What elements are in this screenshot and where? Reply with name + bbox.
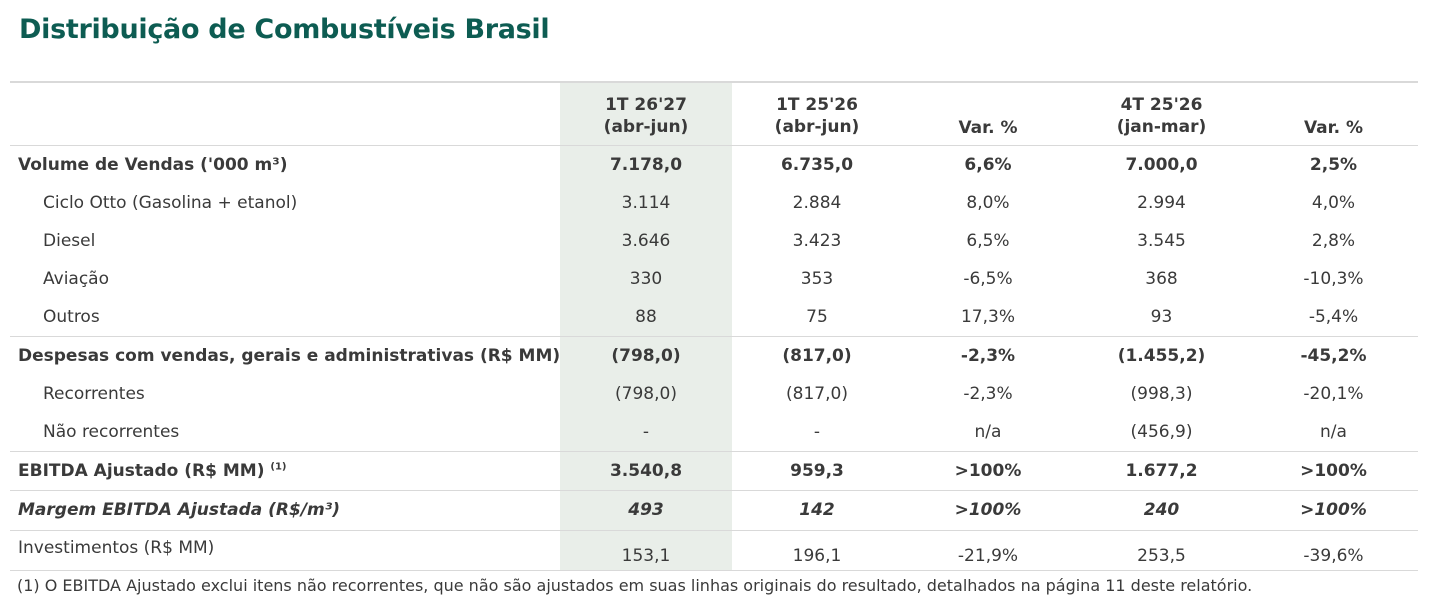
cell-value: >100%: [1300, 500, 1367, 520]
row-volume: Volume de Vendas ('000 m³) 7.178,0 6.735…: [10, 145, 1418, 184]
cell-value: 8,0%: [966, 193, 1010, 213]
cell-value: 959,3: [790, 460, 844, 481]
cell-value: -6,5%: [963, 269, 1013, 289]
cell-value: 3.114: [560, 184, 732, 222]
cell-value: 142: [799, 500, 835, 520]
row-nao-recorrentes: Não recorrentes - - n/a (456,9) n/a: [10, 413, 1418, 451]
cell-value: 4,0%: [1311, 193, 1356, 213]
cell-value: 493: [560, 490, 732, 530]
header-line1: 1T 26'27: [605, 94, 687, 115]
cell-value: 353: [800, 269, 834, 289]
cell-value: -2,3%: [960, 345, 1016, 366]
fuel-distribution-table: 1T 26'27 (abr-jun) 1T 25'26 (abr-jun) Var.…: [10, 81, 1418, 571]
cell-value: 7.178,0: [560, 145, 732, 184]
cell-value: -5,4%: [1308, 306, 1359, 327]
cell-value: 2,5%: [1309, 154, 1358, 175]
row-diesel: Diesel 3.646 3.423 6,5% 3.545 2,8%: [10, 222, 1418, 260]
header-1t2526: 1T 25'26 (abr-jun): [732, 82, 902, 145]
header-line2: Var. %: [1303, 117, 1364, 138]
cell-value: 3.423: [792, 231, 842, 251]
footnote-marker: (1): [270, 460, 287, 472]
cell-value: 75: [806, 306, 828, 327]
cell-value: -39,6%: [1303, 545, 1364, 566]
row-recorrentes: Recorrentes (798,0) (817,0) -2,3% (998,3…: [10, 375, 1418, 413]
cell-value: 240: [1143, 500, 1180, 520]
cell-value: 6,6%: [964, 154, 1012, 175]
row-ciclo-otto: Ciclo Otto (Gasolina + etanol) 3.114 2.8…: [10, 184, 1418, 222]
header-line2: (jan-mar): [1116, 116, 1207, 137]
row-margem: Margem EBITDA Ajustada (R$/m³) 493 142 >…: [10, 490, 1418, 530]
cell-value: 93: [1150, 306, 1173, 327]
cell-value: >100%: [954, 500, 1022, 520]
row-label: Outros: [43, 306, 100, 327]
header-line2: (abr-jun): [774, 116, 860, 137]
cell-value: 6.735,0: [780, 154, 854, 175]
cell-value: 330: [560, 260, 732, 298]
cell-value: 368: [1145, 269, 1178, 289]
cell-value: 3.646: [560, 222, 732, 260]
cell-value: 2.884: [792, 193, 842, 213]
cell-value: (456,9): [1130, 421, 1193, 442]
row-label: Investimentos (R$ MM): [18, 537, 215, 558]
row-despesas: Despesas com vendas, gerais e administra…: [10, 336, 1418, 375]
cell-value: (817,0): [786, 384, 848, 404]
header-4t2526: 4T 25'26 (jan-mar): [1074, 82, 1249, 145]
header-empty-cell: [10, 82, 560, 145]
row-label: Não recorrentes: [43, 421, 180, 442]
header-var-qoq: Var. %: [1249, 82, 1418, 145]
cell-value: 196,1: [792, 545, 842, 566]
cell-value: n/a: [1320, 421, 1347, 442]
cell-value: 2,8%: [1311, 231, 1356, 251]
page-title: Distribuição de Combustíveis Brasil: [19, 14, 550, 45]
cell-value: -20,1%: [1303, 384, 1364, 404]
row-label: Aviação: [43, 269, 109, 289]
row-label: Volume de Vendas ('000 m³): [18, 154, 288, 175]
cell-value: 88: [560, 298, 732, 336]
cell-value: >100%: [1300, 460, 1367, 481]
cell-value: n/a: [974, 421, 1002, 442]
cell-value: -10,3%: [1303, 269, 1364, 289]
row-label: Despesas com vendas, gerais e administra…: [18, 345, 561, 366]
header-line2: Var. %: [958, 117, 1018, 138]
cell-value: 153,1: [560, 530, 732, 570]
row-outros: Outros 88 75 17,3% 93 -5,4%: [10, 298, 1418, 336]
table-header-row: 1T 26'27 (abr-jun) 1T 25'26 (abr-jun) Var.…: [10, 82, 1418, 145]
cell-value: 3.540,8: [560, 451, 732, 490]
footnote: (1) O EBITDA Ajustado exclui itens não r…: [17, 576, 1253, 595]
row-aviacao: Aviação 330 353 -6,5% 368 -10,3%: [10, 260, 1418, 298]
cell-value: -: [813, 421, 821, 442]
cell-value: 1.677,2: [1125, 460, 1198, 481]
cell-value: 2.994: [1137, 193, 1186, 213]
row-label: Ciclo Otto (Gasolina + etanol): [43, 193, 298, 213]
row-investimentos: Investimentos (R$ MM) 153,1 196,1 -21,9%…: [10, 530, 1418, 570]
cell-value: 17,3%: [960, 306, 1015, 327]
cell-value: (798,0): [560, 375, 732, 413]
row-ebitda: EBITDA Ajustado (R$ MM) (1) 3.540,8 959,…: [10, 451, 1418, 490]
ebitda-label-text: EBITDA Ajustado (R$ MM): [18, 460, 265, 481]
cell-value: 7.000,0: [1125, 154, 1198, 175]
cell-value: (998,3): [1130, 384, 1193, 404]
cell-value: -21,9%: [957, 545, 1019, 566]
cell-value: 253,5: [1137, 545, 1186, 566]
cell-value: -: [560, 413, 732, 451]
row-label: Margem EBITDA Ajustada (R$/m³): [18, 500, 340, 520]
cell-value: (1.455,2): [1117, 345, 1206, 366]
row-label: EBITDA Ajustado (R$ MM) (1): [10, 451, 560, 490]
cell-value: (817,0): [782, 345, 852, 366]
cell-value: 6,5%: [966, 231, 1010, 251]
header-line1: 4T 25'26: [1120, 94, 1203, 115]
header-line2: (abr-jun): [603, 116, 689, 137]
cell-value: -2,3%: [963, 384, 1013, 404]
header-1t2627: 1T 26'27 (abr-jun): [560, 82, 732, 145]
row-label: Diesel: [43, 231, 96, 251]
row-label: Recorrentes: [43, 384, 145, 404]
header-line1: 1T 25'26: [776, 94, 858, 115]
cell-value: (798,0): [560, 336, 732, 375]
header-var-yoy: Var. %: [902, 82, 1074, 145]
cell-value: >100%: [954, 460, 1022, 481]
cell-value: -45,2%: [1300, 345, 1367, 366]
cell-value: 3.545: [1137, 231, 1186, 251]
